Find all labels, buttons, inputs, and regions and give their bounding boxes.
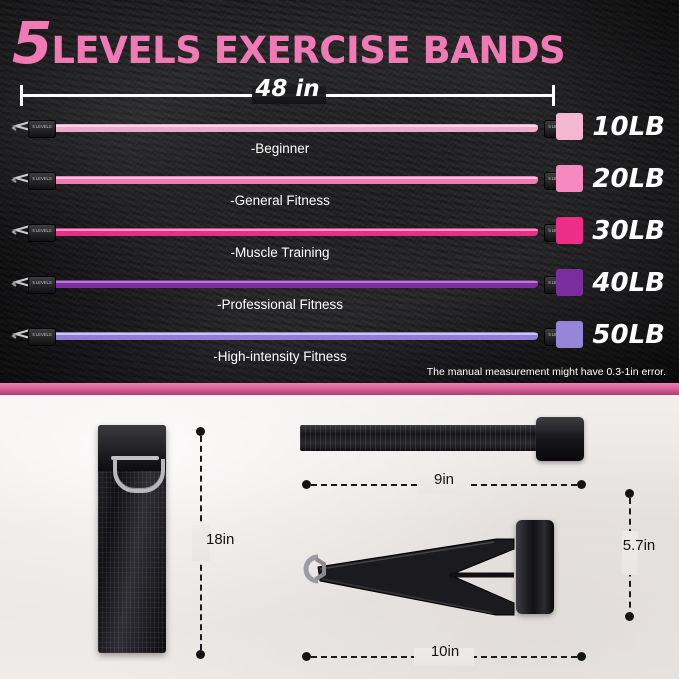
length-measure-48in: 48 in (20, 76, 555, 106)
measure-end-right-icon (552, 85, 555, 106)
color-swatch (556, 321, 584, 348)
nylon-strap (300, 425, 542, 451)
resistance-tube (38, 176, 538, 184)
measure-label: 48 in (255, 76, 320, 102)
carabiner-clip-icon (11, 276, 31, 288)
band-caption: -Professional Fitness (216, 297, 344, 312)
resistance-tube (38, 280, 538, 288)
weight-label: 20LB (592, 163, 665, 194)
weight-label: 50LB (592, 319, 665, 350)
weight-badge: 50LB (556, 321, 665, 348)
weight-label: 30LB (592, 215, 665, 246)
dimension-label-backdrop (414, 648, 474, 666)
color-swatch (556, 269, 584, 296)
weight-badge: 40LB (556, 269, 665, 296)
weight-label: 10LB (592, 111, 665, 142)
dimension-endpoint-top (625, 489, 634, 498)
weight-badge: 10LB (556, 113, 665, 140)
tube-sleeve-left: 5 LEVELS (28, 120, 56, 138)
carabiner-hook-icon (303, 554, 326, 584)
carabiner-clip-icon (11, 120, 31, 132)
handle-strap (317, 538, 515, 616)
dimension-endpoint-top (196, 427, 205, 436)
dimension-label: 18in (206, 531, 235, 548)
band-caption: -High-intensity Fitness (213, 349, 347, 364)
band-row: 5 LEVELS 5 LEVELS 20LB (0, 157, 679, 203)
band-caption: -General Fitness (230, 193, 330, 208)
band-caption: -Muscle Training (230, 245, 330, 260)
carabiner-clip-icon (11, 224, 31, 236)
section-divider (0, 383, 679, 395)
dimension-label-backdrop (192, 525, 210, 561)
sleeve-label: 5 LEVELS (32, 332, 52, 337)
weight-badge: 20LB (556, 165, 665, 192)
dimension-label-backdrop (622, 531, 638, 575)
dimension-label-backdrop (418, 476, 470, 494)
color-swatch (556, 113, 584, 140)
dimension-endpoint-left (302, 480, 311, 489)
page-title: 5 LEVELS EXERCISE BANDS (12, 9, 566, 77)
measurement-disclaimer: The manual measurement might have 0.3-1i… (426, 366, 666, 378)
tube-sleeve-left: 5 LEVELS (28, 224, 56, 242)
resistance-tube (38, 228, 538, 236)
dimension-label: 10in (430, 643, 460, 660)
band-row: 5 LEVELS 5 LEVELS 50LB (0, 313, 679, 359)
sleeve-label: 5 LEVELS (32, 124, 52, 129)
title-text: LEVELS EXERCISE BANDS (51, 29, 566, 72)
dimension-endpoint-bottom (625, 612, 634, 621)
dimension-label: 5.7in (622, 537, 656, 554)
d-ring-bar-icon (111, 456, 159, 460)
dimension-endpoint-left (302, 652, 311, 661)
tube-sleeve-left: 5 LEVELS (28, 276, 56, 294)
title-number: 5 (12, 9, 52, 77)
tube-sleeve-left: 5 LEVELS (28, 172, 56, 190)
dimension-endpoint-bottom (196, 650, 205, 659)
resistance-tube (38, 332, 538, 340)
band-row: 5 LEVELS 5 LEVELS 40LB (0, 261, 679, 307)
measure-label-backdrop (252, 86, 326, 104)
weight-badge: 30LB (556, 217, 665, 244)
band-row: 5 LEVELS 5 LEVELS 10LB (0, 105, 679, 151)
weight-label: 40LB (592, 267, 665, 298)
carabiner-clip-icon (11, 172, 31, 184)
resistance-tube (38, 124, 538, 132)
color-swatch (556, 217, 584, 244)
dimension-label: 9in (433, 471, 455, 488)
strap-weave-texture (300, 425, 542, 451)
measure-end-left-icon (20, 85, 23, 106)
d-ring-icon (113, 459, 165, 493)
color-swatch (556, 165, 584, 192)
sleeve-label: 5 LEVELS (32, 280, 52, 285)
band-row: 5 LEVELS 5 LEVELS 30LB (0, 209, 679, 255)
foam-handle-grip (516, 520, 554, 614)
tube-sleeve-left: 5 LEVELS (28, 328, 56, 346)
band-caption: -Beginner (250, 141, 310, 156)
dimension-endpoint-right (577, 480, 586, 489)
carabiner-clip-icon (11, 328, 31, 340)
top-panel: 5 LEVELS EXERCISE BANDS 48 in 5 LEVELS 5… (0, 0, 679, 389)
bottom-panel: 18in 9in (0, 395, 679, 679)
strap-foam-end (536, 417, 584, 461)
sleeve-label: 5 LEVELS (32, 228, 52, 233)
dimension-endpoint-right (577, 652, 586, 661)
sleeve-label: 5 LEVELS (32, 176, 52, 181)
